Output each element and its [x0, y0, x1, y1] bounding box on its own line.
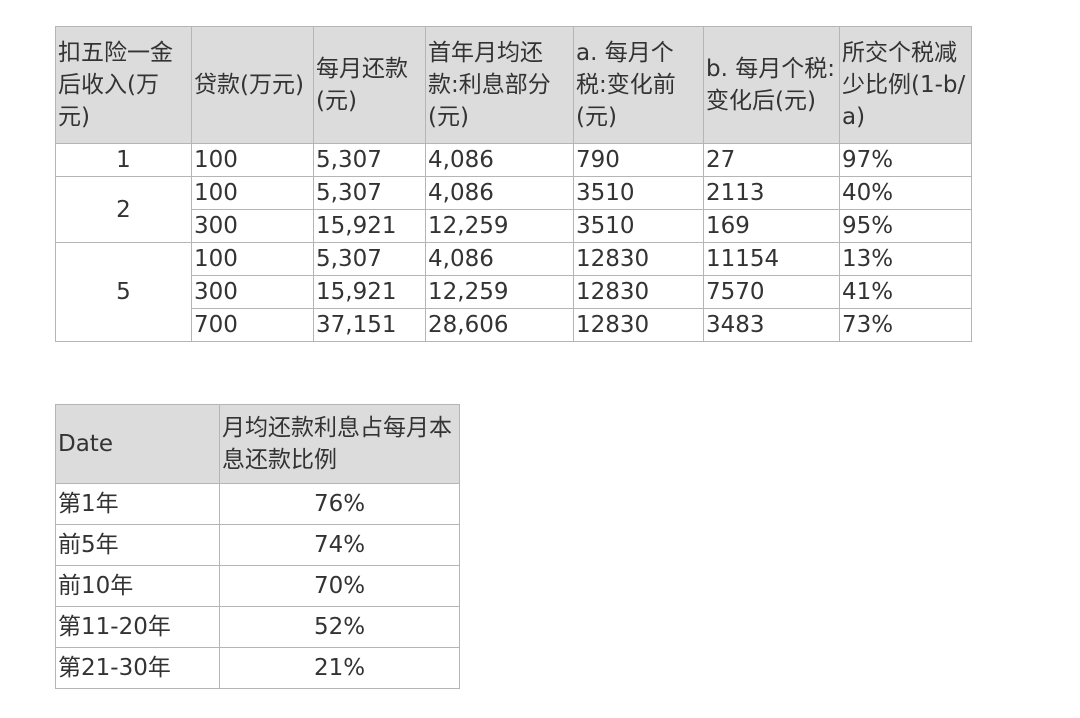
table-row: 前10年 70%	[55, 565, 460, 607]
tax-after-cell: 27	[703, 143, 840, 177]
loan-cell: 300	[191, 209, 314, 243]
tax-after-cell: 3483	[703, 308, 840, 342]
reduction-cell: 40%	[839, 176, 972, 210]
table-row: 第21-30年 21%	[55, 647, 460, 689]
table-row: 2 100 5,307 4,086 3510 2113 40%	[55, 176, 972, 243]
monthly-payment-cell: 37,151	[313, 308, 426, 342]
monthly-payment-cell: 15,921	[313, 209, 426, 243]
table-row: 1 100 5,307 4,086 790 27 97%	[55, 143, 972, 177]
tax-after-cell: 7570	[703, 275, 840, 309]
period-cell: 第21-30年	[55, 647, 220, 689]
header-monthly-payment: 每月还款(元)	[313, 26, 426, 144]
ratio-cell: 21%	[219, 647, 460, 689]
tax-comparison-table: 扣五险一金后收入(万元) 贷款(万元) 每月还款(元) 首年月均还款:利息部分(…	[55, 26, 972, 342]
interest-cell: 28,606	[425, 308, 574, 342]
loan-cell: 100	[191, 143, 314, 177]
header-tax-after: b. 每月个税:变化后(元)	[703, 26, 840, 144]
tax-before-cell: 12830	[573, 275, 704, 309]
reduction-cell: 97%	[839, 143, 972, 177]
table-row: 5 100 5,307 4,086 12830 11154 13%	[55, 242, 972, 342]
tax-before-cell: 790	[573, 143, 704, 177]
tax-before-cell: 3510	[573, 209, 704, 243]
loan-cell: 100	[191, 242, 314, 276]
table-row: 300 15,921 12,259 3510 169 95%	[56, 209, 972, 243]
tax-after-cell: 11154	[703, 242, 840, 276]
table-row: 前5年 74%	[55, 524, 460, 566]
table-row: 第1年 76%	[55, 483, 460, 525]
header-income: 扣五险一金后收入(万元)	[55, 26, 192, 144]
tax-before-cell: 12830	[573, 308, 704, 342]
reduction-cell: 73%	[839, 308, 972, 342]
table-row: 第11-20年 52%	[55, 606, 460, 648]
ratio-cell: 74%	[219, 524, 460, 566]
monthly-payment-cell: 5,307	[313, 176, 426, 210]
monthly-payment-cell: 5,307	[313, 143, 426, 177]
ratio-cell: 76%	[219, 483, 460, 525]
interest-cell: 12,259	[425, 209, 574, 243]
income-cell: 5	[55, 242, 192, 342]
ratio-header-row: Date 月均还款利息占每月本息还款比例	[55, 404, 460, 484]
header-tax-before: a. 每月个税:变化前(元)	[573, 26, 704, 144]
reduction-cell: 41%	[839, 275, 972, 309]
tax-before-cell: 3510	[573, 176, 704, 210]
header-tax-reduction: 所交个税减少比例(1-b/a)	[839, 26, 972, 144]
interest-ratio-table: Date 月均还款利息占每月本息还款比例 第1年 76% 前5年 74% 前10…	[55, 404, 460, 689]
period-cell: 前10年	[55, 565, 220, 607]
loan-cell: 700	[191, 308, 314, 342]
period-cell: 第1年	[55, 483, 220, 525]
loan-cell: 300	[191, 275, 314, 309]
table-row: 300 15,921 12,259 12830 7570 41%	[56, 275, 972, 309]
tax-after-cell: 169	[703, 209, 840, 243]
reduction-cell: 95%	[839, 209, 972, 243]
loan-cell: 100	[191, 176, 314, 210]
header-loan: 贷款(万元)	[191, 26, 314, 144]
tax-after-cell: 2113	[703, 176, 840, 210]
ratio-cell: 52%	[219, 606, 460, 648]
tax-header-row: 扣五险一金后收入(万元) 贷款(万元) 每月还款(元) 首年月均还款:利息部分(…	[55, 26, 972, 144]
interest-cell: 4,086	[425, 176, 574, 210]
period-cell: 第11-20年	[55, 606, 220, 648]
period-cell: 前5年	[55, 524, 220, 566]
tax-before-cell: 12830	[573, 242, 704, 276]
header-first-year-interest: 首年月均还款:利息部分(元)	[425, 26, 574, 144]
header-interest-ratio: 月均还款利息占每月本息还款比例	[219, 404, 460, 484]
monthly-payment-cell: 15,921	[313, 275, 426, 309]
interest-cell: 12,259	[425, 275, 574, 309]
reduction-cell: 13%	[839, 242, 972, 276]
income-cell: 1	[55, 143, 192, 177]
table-row: 700 37,151 28,606 12830 3483 73%	[56, 308, 972, 342]
interest-cell: 4,086	[425, 242, 574, 276]
ratio-cell: 70%	[219, 565, 460, 607]
monthly-payment-cell: 5,307	[313, 242, 426, 276]
header-date: Date	[55, 404, 220, 484]
income-cell: 2	[55, 176, 192, 243]
interest-cell: 4,086	[425, 143, 574, 177]
